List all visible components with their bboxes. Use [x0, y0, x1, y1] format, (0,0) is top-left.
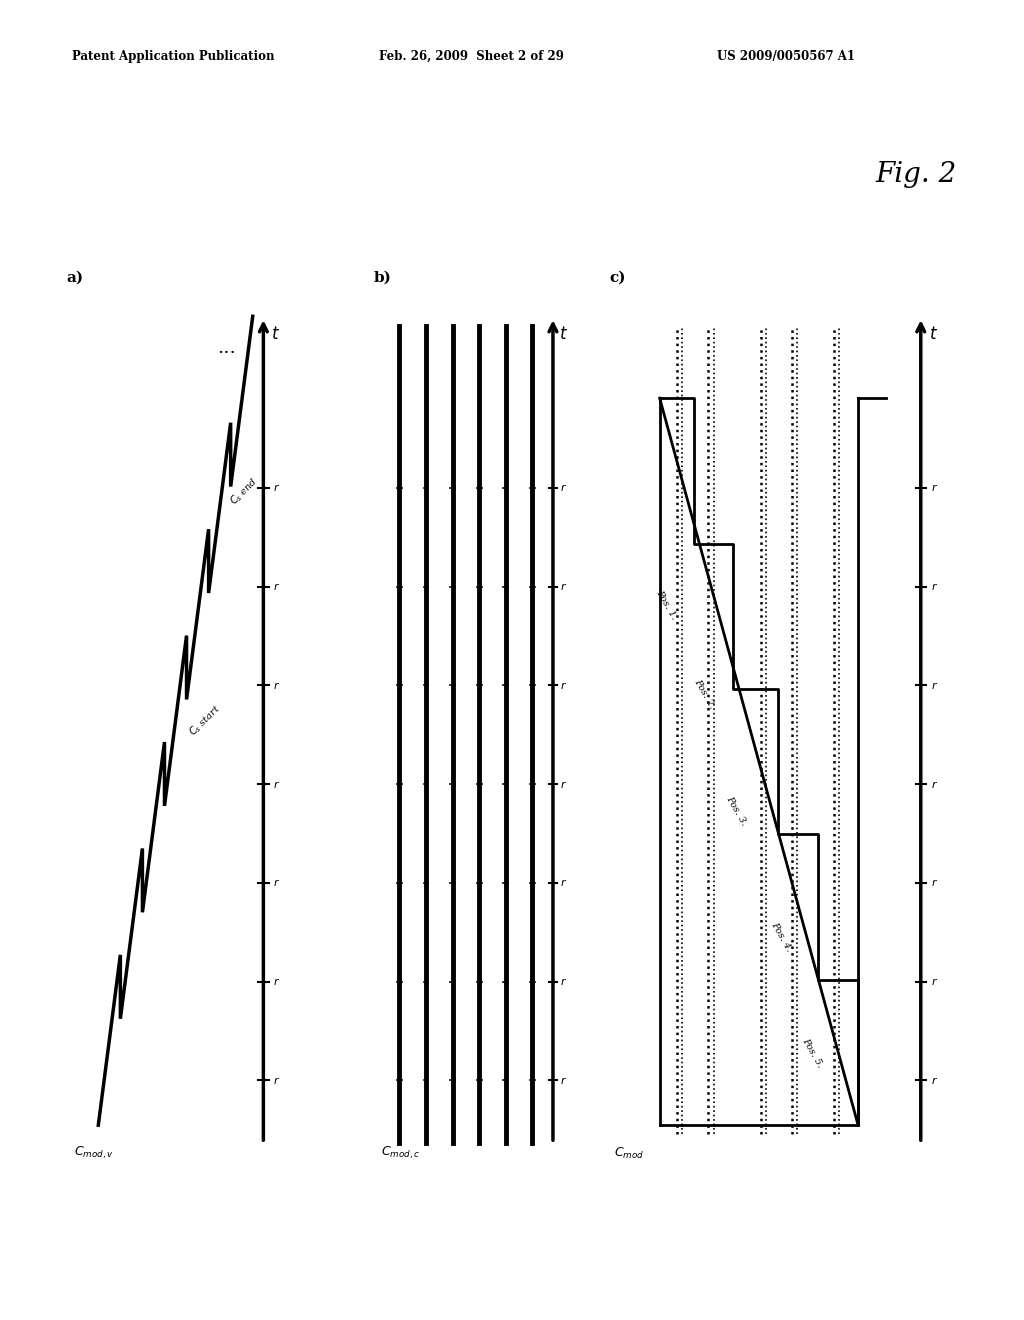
Text: $t$: $t$ [930, 326, 939, 343]
Text: Feb. 26, 2009  Sheet 2 of 29: Feb. 26, 2009 Sheet 2 of 29 [379, 50, 564, 63]
Text: $r$: $r$ [560, 680, 567, 690]
Text: $r$: $r$ [272, 779, 280, 789]
Text: US 2009/0050567 A1: US 2009/0050567 A1 [717, 50, 855, 63]
Text: $r$: $r$ [931, 581, 938, 593]
Text: $r$: $r$ [272, 878, 280, 888]
Text: $t$: $t$ [559, 326, 568, 343]
Text: b): b) [374, 271, 391, 285]
Text: Pos. 1.: Pos. 1. [654, 589, 679, 620]
Text: $r$: $r$ [272, 581, 280, 593]
Text: $t$: $t$ [271, 326, 281, 343]
Text: $r$: $r$ [560, 1074, 567, 1086]
Text: Fig. 2: Fig. 2 [876, 161, 956, 187]
Text: $r$: $r$ [931, 1074, 938, 1086]
Text: $C_{mod,v}$: $C_{mod,v}$ [75, 1144, 115, 1162]
Text: $C_s$ start: $C_s$ start [186, 701, 223, 739]
Text: $r$: $r$ [560, 779, 567, 789]
Text: $r$: $r$ [560, 581, 567, 593]
Text: $C_{mod}$: $C_{mod}$ [614, 1146, 644, 1162]
Text: $r$: $r$ [560, 878, 567, 888]
Text: $r$: $r$ [272, 1074, 280, 1086]
Text: $r$: $r$ [931, 878, 938, 888]
Text: $r$: $r$ [272, 975, 280, 987]
Text: Pos. 4.: Pos. 4. [769, 920, 794, 953]
Text: $r$: $r$ [931, 680, 938, 690]
Text: $C_s$ end: $C_s$ end [227, 474, 261, 508]
Text: $r$: $r$ [931, 975, 938, 987]
Text: $r$: $r$ [272, 482, 280, 494]
Text: Pos. 2.: Pos. 2. [693, 678, 717, 710]
Text: $r$: $r$ [560, 482, 567, 494]
Text: $C_{mod,c}$: $C_{mod,c}$ [381, 1144, 420, 1162]
Text: ...: ... [217, 339, 236, 358]
Text: Pos. 5.: Pos. 5. [801, 1038, 825, 1069]
Text: $r$: $r$ [560, 975, 567, 987]
Text: a): a) [67, 271, 84, 285]
Text: $r$: $r$ [931, 779, 938, 789]
Text: Pos. 3.: Pos. 3. [724, 795, 749, 828]
Text: Patent Application Publication: Patent Application Publication [72, 50, 274, 63]
Text: $r$: $r$ [931, 482, 938, 494]
Text: $r$: $r$ [272, 680, 280, 690]
Text: c): c) [609, 271, 626, 285]
